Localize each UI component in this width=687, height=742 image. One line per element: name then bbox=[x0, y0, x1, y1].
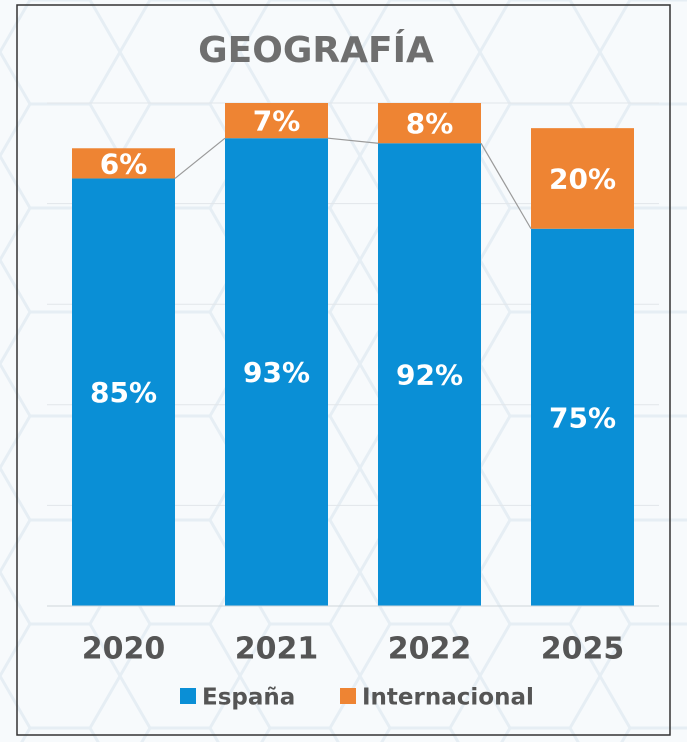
value-label: 92% bbox=[396, 359, 463, 392]
legend-swatch bbox=[180, 688, 196, 704]
x-tick-label: 2025 bbox=[541, 632, 625, 667]
page: GEOGRAFÍA 85% 6% 2020 93% 7% 2021 92% 8% 2022 75%… bbox=[0, 0, 687, 742]
value-label: 85% bbox=[90, 376, 157, 409]
value-label: 6% bbox=[100, 147, 148, 180]
value-label: 20% bbox=[549, 162, 616, 195]
value-label: 93% bbox=[243, 356, 310, 389]
x-tick-label: 2021 bbox=[235, 632, 319, 667]
chart-title: GEOGRAFÍA bbox=[198, 29, 434, 71]
legend-label: Internacional bbox=[362, 685, 534, 711]
x-tick-label: 2020 bbox=[82, 632, 166, 667]
x-tick-label: 2022 bbox=[388, 632, 472, 667]
value-label: 8% bbox=[406, 107, 454, 140]
legend-swatch bbox=[340, 688, 356, 704]
value-label: 7% bbox=[253, 105, 301, 138]
value-label: 75% bbox=[549, 401, 616, 434]
chart: GEOGRAFÍA 85% 6% 2020 93% 7% 2021 92% 8% 2022 75%… bbox=[0, 0, 687, 742]
legend-label: España bbox=[202, 685, 295, 711]
